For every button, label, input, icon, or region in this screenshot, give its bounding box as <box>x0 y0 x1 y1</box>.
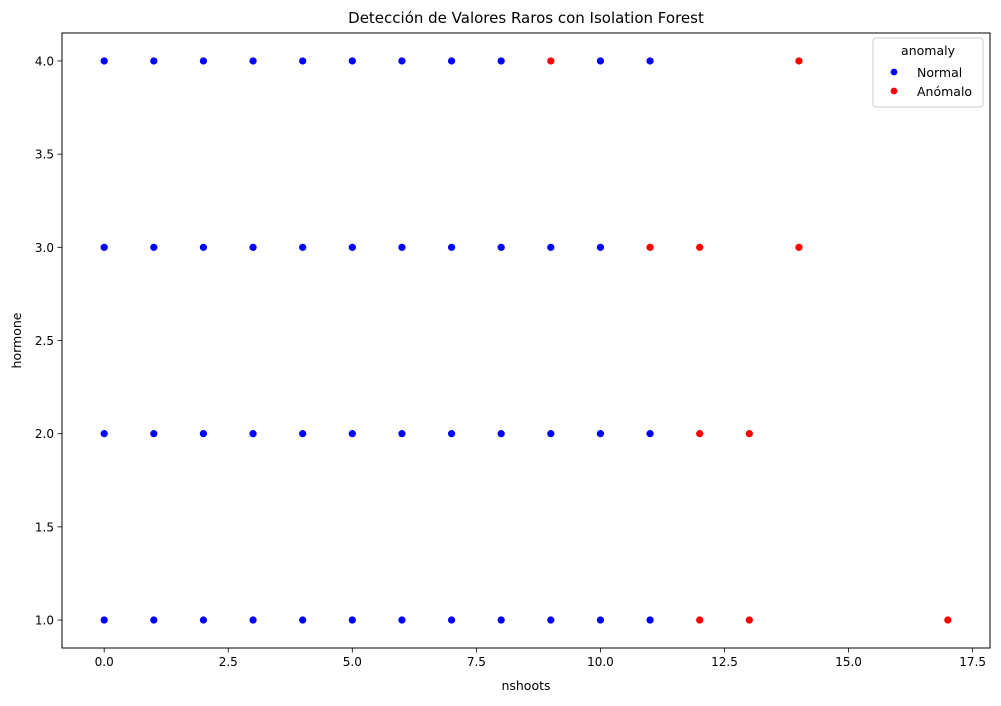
normal-point <box>248 56 258 66</box>
normal-point <box>149 429 159 439</box>
normal-point <box>99 242 109 252</box>
normal-point <box>447 615 456 625</box>
data-points <box>99 56 953 625</box>
normal-point <box>496 615 506 625</box>
normal-point <box>546 429 556 439</box>
normal-point <box>149 56 159 66</box>
normal-point <box>347 429 357 439</box>
y-axis: 1.0 1.5 2.0 2.5 3.0 3.5 4.0 <box>35 54 62 628</box>
y-tick-label: 3.5 <box>35 148 54 162</box>
normal-point <box>546 615 556 625</box>
y-tick-label: 3.0 <box>35 241 54 255</box>
normal-point <box>347 615 357 625</box>
normal-point <box>199 615 208 625</box>
normal-point <box>496 429 506 439</box>
x-tick-label: 15.0 <box>835 655 862 669</box>
normal-point <box>447 56 456 66</box>
normal-point <box>298 56 308 66</box>
x-tick-label: 0.0 <box>95 655 114 669</box>
normal-point <box>347 242 357 252</box>
plot-area <box>61 32 991 649</box>
y-tick-label: 1.0 <box>35 614 54 628</box>
legend-title: anomaly <box>901 43 956 58</box>
y-tick-label: 2.5 <box>35 334 54 348</box>
normal-point <box>397 429 407 439</box>
legend-box <box>872 37 984 108</box>
normal-point <box>149 242 159 252</box>
legend-label-normal: Normal <box>917 65 962 80</box>
normal-point <box>596 429 605 439</box>
plot-frame <box>61 32 991 649</box>
anomalous-point <box>645 242 655 252</box>
normal-point <box>596 242 605 252</box>
normal-point <box>99 615 109 625</box>
normal-point <box>248 242 258 252</box>
normal-point <box>199 242 208 252</box>
x-tick-label: 2.5 <box>219 655 238 669</box>
x-tick-label: 7.5 <box>467 655 486 669</box>
y-axis-label: hormone <box>9 312 24 368</box>
normal-point <box>248 615 258 625</box>
normal-point <box>149 615 159 625</box>
normal-point <box>645 615 655 625</box>
y-tick-label: 1.5 <box>35 520 54 534</box>
anomalous-point <box>695 242 705 252</box>
normal-point <box>447 242 456 252</box>
anomalous-point <box>744 615 754 625</box>
anomalous-point <box>546 56 556 66</box>
normal-point <box>596 56 605 66</box>
normal-point <box>546 242 556 252</box>
legend-marker-normal <box>889 67 899 77</box>
normal-point <box>397 56 407 66</box>
anomalous-point <box>794 242 804 252</box>
normal-point <box>447 429 456 439</box>
anomalous-point <box>695 615 705 625</box>
normal-point <box>298 242 308 252</box>
legend: anomaly Normal Anómalo <box>872 37 984 108</box>
legend-label-anomalous: Anómalo <box>917 84 972 99</box>
anomalous-point <box>794 56 804 66</box>
normal-point <box>496 242 506 252</box>
normal-point <box>199 56 208 66</box>
x-tick-label: 10.0 <box>587 655 614 669</box>
normal-point <box>397 615 407 625</box>
anomalous-point <box>695 429 705 439</box>
y-tick-label: 4.0 <box>35 54 54 68</box>
normal-point <box>99 56 109 66</box>
normal-point <box>248 429 258 439</box>
normal-point <box>596 615 605 625</box>
x-tick-label: 17.5 <box>959 655 986 669</box>
chart-title: Detección de Valores Raros con Isolation… <box>348 9 704 27</box>
normal-point <box>298 429 308 439</box>
y-tick-label: 2.0 <box>35 427 54 441</box>
x-axis-label: nshoots <box>501 678 550 693</box>
normal-point <box>298 615 308 625</box>
normal-point <box>397 242 407 252</box>
normal-point <box>347 56 357 66</box>
normal-point <box>99 429 109 439</box>
anomalous-point <box>744 429 754 439</box>
x-axis: 0.0 2.5 5.0 7.5 10.0 12.5 15.0 17.5 <box>95 648 986 669</box>
normal-point <box>496 56 506 66</box>
normal-point <box>645 56 655 66</box>
x-tick-label: 12.5 <box>711 655 738 669</box>
anomalous-point <box>943 615 953 625</box>
normal-point <box>199 429 208 439</box>
legend-marker-anomalous <box>889 86 899 96</box>
x-tick-label: 5.0 <box>343 655 362 669</box>
normal-point <box>645 429 655 439</box>
